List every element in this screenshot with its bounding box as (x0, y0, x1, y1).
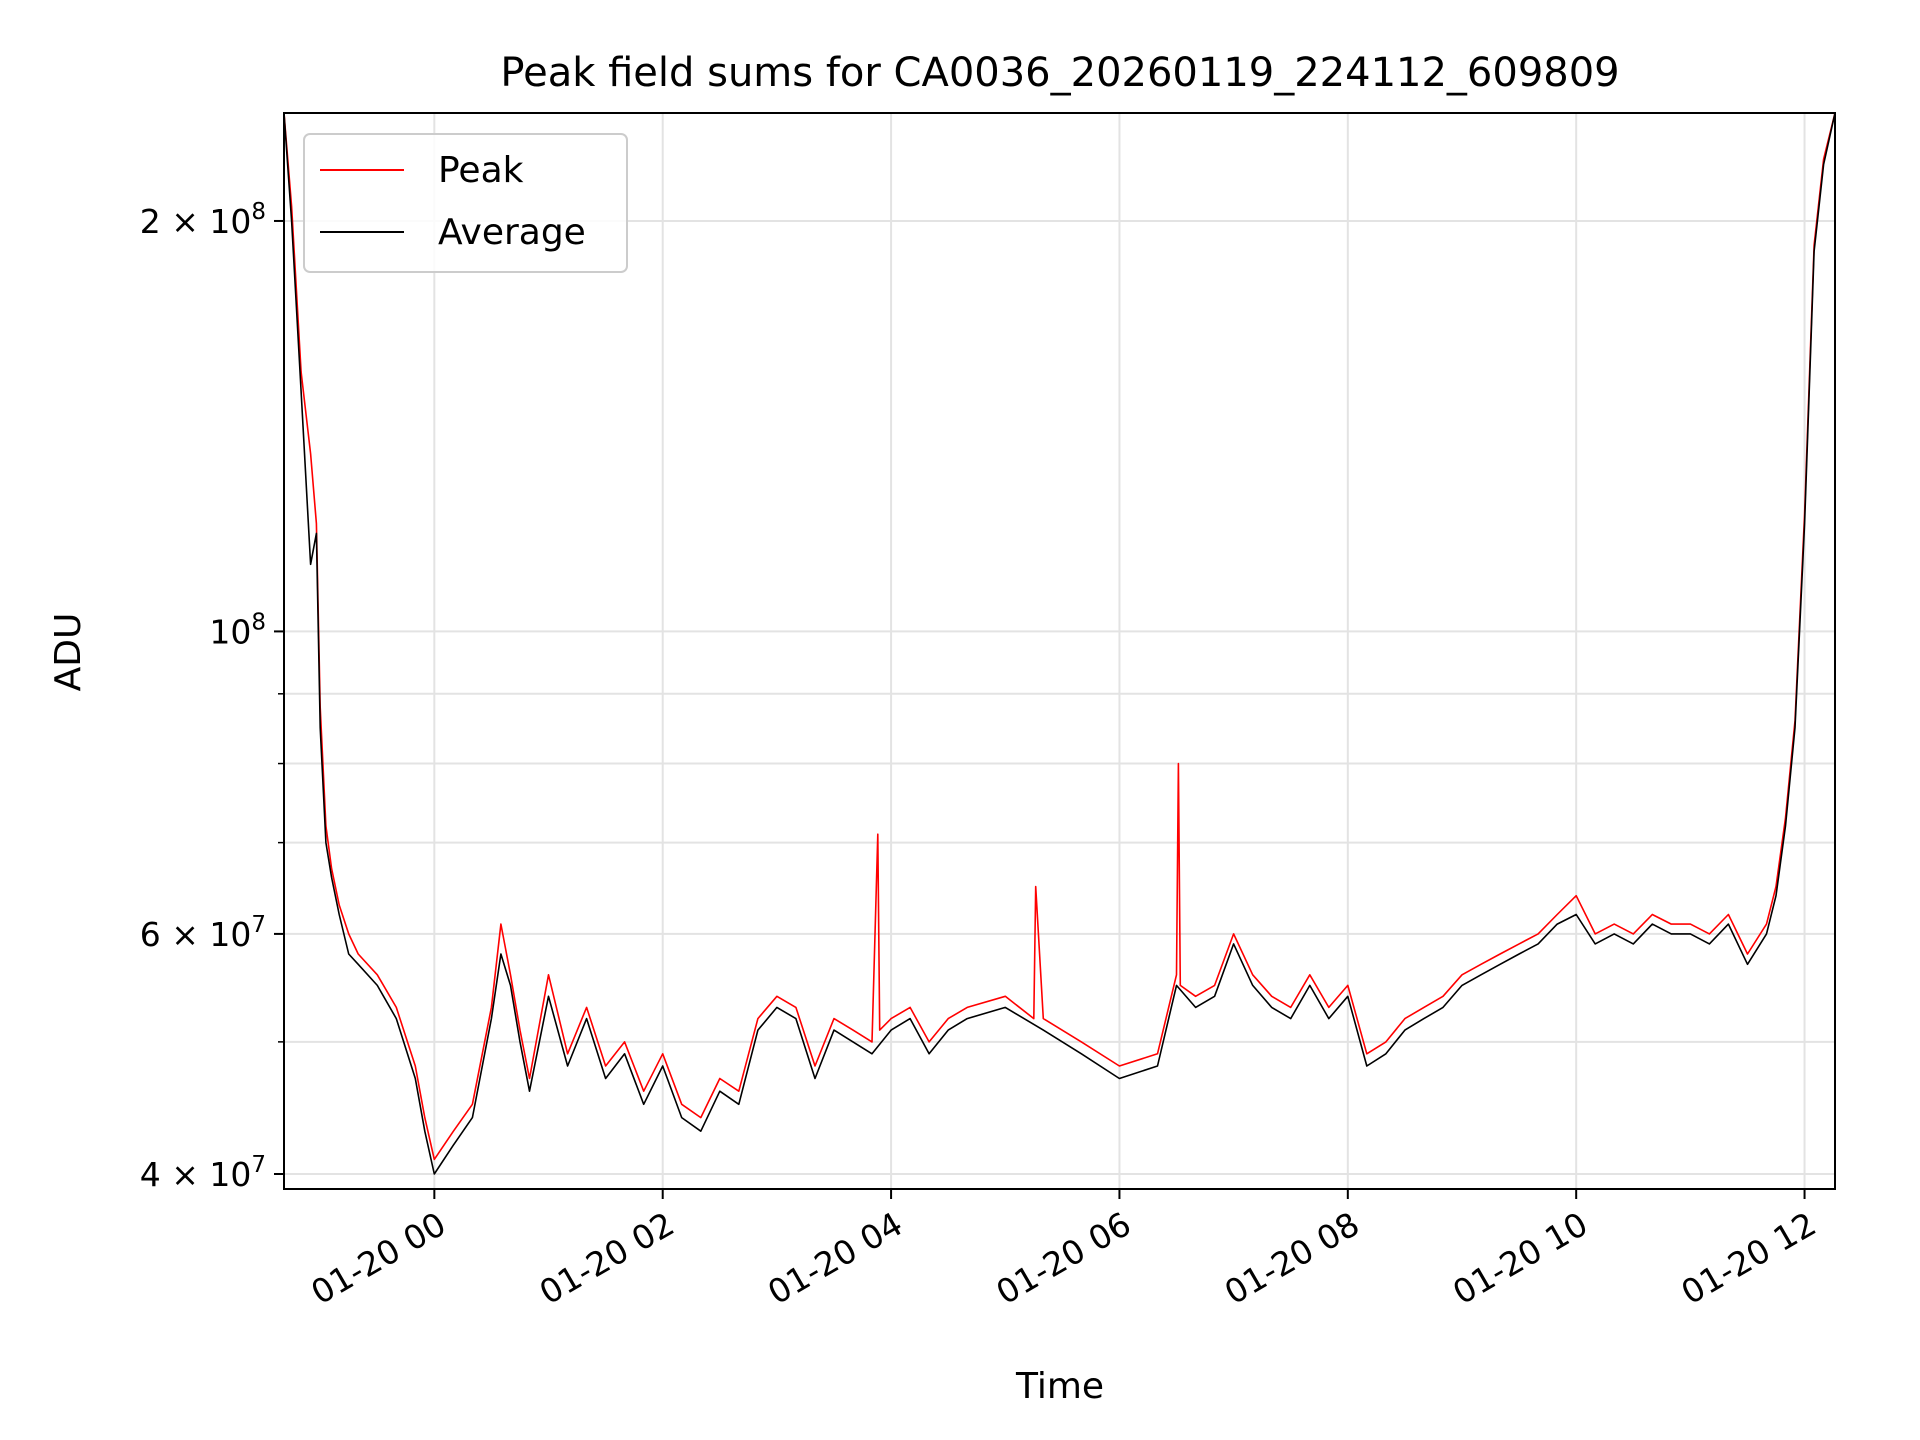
x-axis-label: Time (1015, 1366, 1104, 1407)
y-tick-label: 6 × 107 (140, 912, 266, 954)
chart-title: Peak field sums for CA0036_20260119_2241… (500, 50, 1619, 96)
legend-label-average: Average (438, 212, 586, 253)
series-layer (283, 112, 1836, 1175)
grid (284, 113, 1835, 1189)
y-tick-label: 2 × 108 (140, 199, 266, 241)
y-axis-label: ADU (48, 613, 89, 692)
y-axis-ticks: 4 × 107 6 × 107 108 2 × 108 (140, 199, 284, 1194)
legend-box (303, 133, 628, 273)
series-line-peak (283, 112, 1836, 1161)
y-tick-label: 108 (209, 609, 266, 651)
legend-label-peak: Peak (438, 150, 524, 191)
legend: Peak Average (303, 133, 628, 273)
y-tick-label: 4 × 107 (140, 1152, 266, 1194)
series-line-average (283, 112, 1836, 1175)
plot-frame (283, 112, 1836, 1190)
